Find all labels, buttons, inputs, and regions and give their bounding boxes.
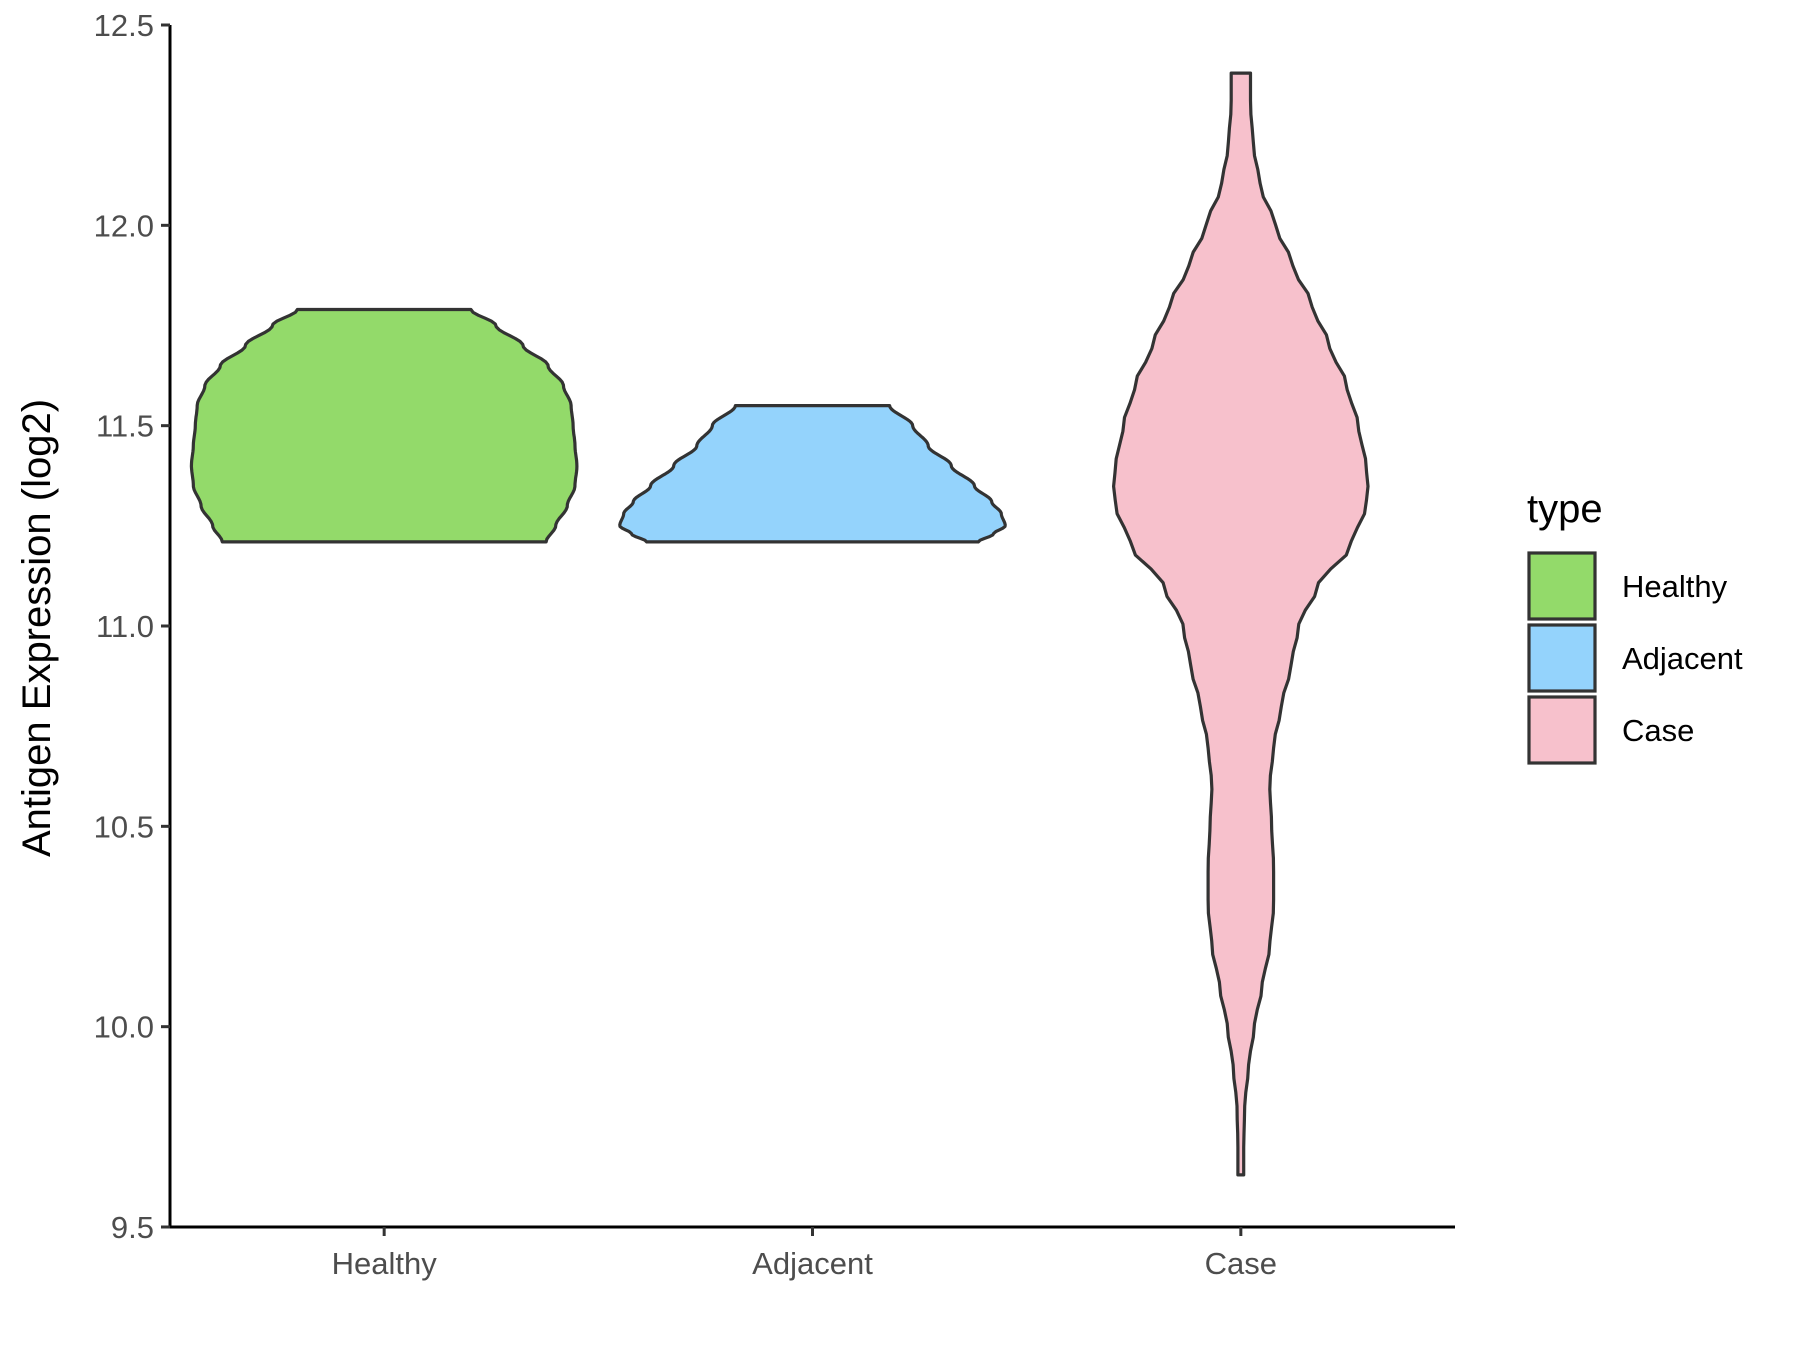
violin-case [1112,71,1370,1177]
y-tick-label: 9.5 [111,1210,154,1245]
legend-label-case: Case [1622,713,1694,748]
violin-healthy [189,307,579,544]
y-tick-label: 10.0 [94,1010,154,1045]
legend-key-case [1527,695,1597,765]
legend-label-healthy: Healthy [1622,569,1728,604]
x-tick-label: Adjacent [752,1246,873,1281]
legend-key-adjacent [1527,623,1597,693]
x-tick-label: Healthy [332,1246,438,1281]
y-tick-label: 12.0 [94,208,154,243]
x-tick-label: Case [1205,1246,1277,1281]
y-tick-label: 10.5 [94,809,154,844]
y-tick-label: 11.0 [96,609,154,644]
legend-key-healthy [1527,551,1597,621]
y-axis-title: Antigen Expression (log2) [15,399,59,857]
legend: type Healthy Adjacent Case [1527,487,1743,765]
y-tick-label: 12.5 [94,8,154,43]
y-tick-label: 11.5 [96,409,154,444]
violin-adjacent [618,404,1007,544]
legend-title: type [1527,487,1603,531]
legend-label-adjacent: Adjacent [1622,641,1743,676]
violins-layer [189,71,1370,1177]
axes-layer: 9.5 10.0 10.5 11.0 11.5 12.0 12.5 Healthy Adjace… [94,8,1455,1281]
